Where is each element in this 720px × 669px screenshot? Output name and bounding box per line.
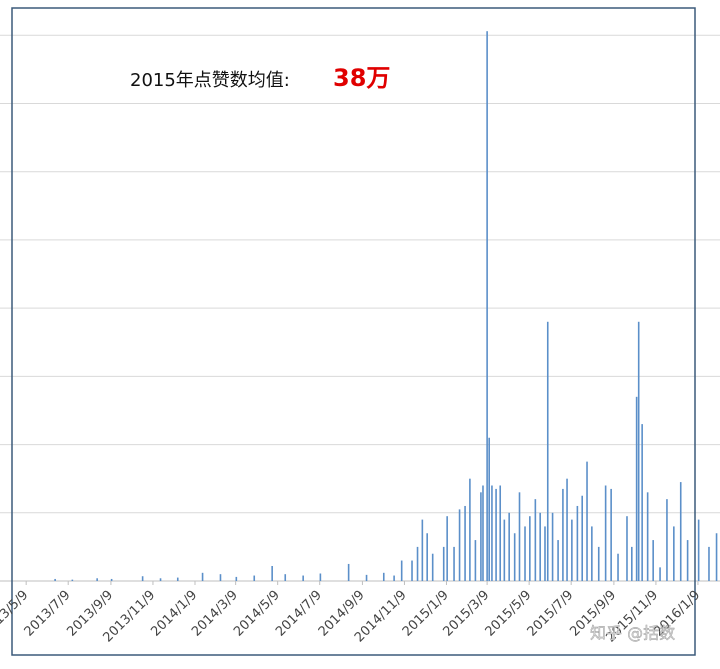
bar: [458, 509, 461, 581]
bar: [646, 492, 649, 581]
bar: [544, 526, 546, 581]
bar: [54, 578, 56, 581]
bar: [253, 575, 256, 581]
bar: [631, 546, 633, 581]
bar: [480, 492, 482, 581]
bar: [513, 533, 516, 581]
annotation: 2015年点赞数均值:: [130, 70, 290, 91]
bar: [503, 519, 506, 581]
bar: [591, 526, 593, 581]
bar: [453, 546, 455, 581]
bar: [365, 574, 368, 581]
bar: [235, 576, 238, 581]
bar: [708, 546, 710, 581]
bar: [586, 461, 588, 581]
bar: [697, 519, 700, 581]
bar: [571, 519, 573, 581]
bar: [604, 485, 607, 581]
bar: [96, 578, 98, 581]
bar: [659, 567, 661, 581]
bar: [400, 560, 403, 581]
bar: [474, 540, 477, 581]
bar: [637, 321, 640, 581]
bar: [486, 31, 488, 581]
bar: [534, 499, 537, 581]
x-tick-label: 2013/7/9: [22, 588, 74, 640]
bar: [715, 533, 718, 581]
bar: [557, 540, 559, 581]
bar: [508, 512, 510, 581]
bar: [562, 488, 564, 581]
bar: [524, 526, 526, 581]
bar: [495, 488, 497, 581]
bar: [491, 485, 493, 581]
bar: [551, 512, 554, 581]
bar: [176, 577, 179, 581]
bar: [539, 512, 541, 581]
bar: [319, 573, 322, 581]
bar: [464, 505, 466, 581]
bar: [393, 575, 395, 581]
bar: [469, 478, 471, 581]
bar: [617, 553, 619, 581]
bar: [71, 579, 74, 581]
bar: [284, 574, 287, 581]
bar: [482, 485, 484, 581]
bar: [673, 526, 675, 581]
bar: [499, 485, 502, 581]
x-tick-label: 2015/7/9: [525, 588, 577, 640]
bar: [546, 321, 549, 581]
x-tick-label: 2014/7/9: [273, 588, 325, 640]
bar: [666, 499, 668, 581]
watermark: 知乎 @括数: [590, 624, 675, 643]
bar: [271, 565, 273, 581]
bar: [488, 437, 490, 581]
bar: [442, 546, 445, 581]
bar: [382, 572, 385, 581]
bar: [652, 540, 654, 581]
bar: [566, 478, 568, 581]
bar: [426, 533, 428, 581]
bar: [411, 560, 413, 581]
bar: [626, 516, 628, 581]
bar: [347, 563, 350, 581]
bar: [421, 519, 424, 581]
bar: [679, 482, 682, 581]
bar: [159, 578, 162, 581]
frame: [11, 7, 696, 656]
bar: [581, 495, 584, 581]
bar: [110, 578, 113, 581]
bar: [446, 516, 448, 581]
bar: [219, 574, 222, 581]
bar: [518, 492, 521, 581]
bar: [641, 424, 643, 581]
bar: [302, 575, 304, 581]
bar: [597, 546, 600, 581]
bar: [635, 396, 638, 581]
annotation-value: 38万: [333, 64, 390, 92]
bar: [431, 553, 434, 581]
bar: [201, 572, 204, 581]
bar: [686, 540, 689, 581]
bar: [529, 516, 531, 581]
bar: [416, 546, 419, 581]
bar: [141, 576, 144, 581]
bar: [576, 505, 579, 581]
bar: [610, 488, 612, 581]
